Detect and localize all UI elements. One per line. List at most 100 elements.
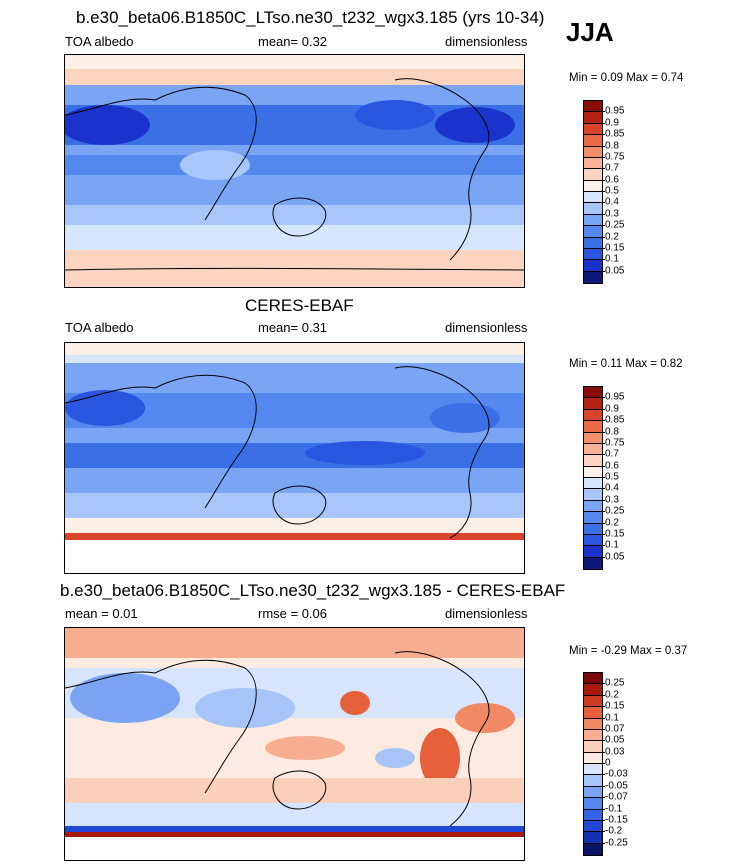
antarctic-nodata: [65, 540, 524, 573]
colorbar-swatch: [584, 673, 602, 685]
colorbar-tick-label: 0.15: [605, 242, 625, 254]
colorbar-swatch: [584, 557, 602, 569]
colorbar-swatch: [584, 271, 602, 283]
colorbar-tick: [601, 808, 605, 810]
south-subtropics-band: [65, 155, 524, 175]
colorbar-swatch: [584, 741, 602, 753]
colorbar-swatch: [584, 387, 602, 399]
southern-storm-band: [65, 225, 524, 250]
colorbar-tick-label: 0.2: [605, 517, 619, 528]
colorbar-swatch: [584, 546, 602, 558]
colorbar-tick: [601, 213, 605, 215]
atlantic-low-albedo: [430, 403, 500, 433]
colorbar-tick: [601, 706, 605, 708]
colorbar-swatch: [584, 146, 602, 158]
colorbar-tick: [601, 408, 605, 410]
colorbar-swatch: [584, 809, 602, 821]
panel3-rmse-label: rmse = 0.06: [258, 606, 328, 621]
colorbar-swatch: [584, 260, 602, 272]
season-label: JJA: [566, 17, 614, 47]
colorbar-tick: [601, 751, 605, 753]
colorbar-tick-label: 0.25: [605, 677, 625, 689]
colorbar-tick-label: -0.25: [605, 837, 628, 849]
colorbar-tick: [601, 122, 605, 124]
colorbar-tick-label: -0.05: [605, 780, 628, 792]
eurasia-africa-coast: [65, 374, 257, 509]
colorbar-tick: [601, 465, 605, 467]
colorbar-tick-label: 0.8: [605, 426, 619, 437]
panel2-variable-label: TOA albedo: [65, 320, 134, 335]
colorbar-tick: [601, 488, 605, 490]
colorbar-tick: [601, 270, 605, 272]
australia-coast: [272, 770, 327, 810]
colorbar-tick: [601, 797, 605, 799]
colorbar-swatch: [584, 101, 602, 113]
colorbar-tick-label: 0.7: [605, 162, 619, 174]
colorbar-tick: [601, 499, 605, 501]
colorbar-tick-label: 0.5: [605, 471, 619, 483]
colorbar-swatch: [584, 112, 602, 124]
arctic-band: [65, 55, 524, 69]
colorbar-swatch: [584, 786, 602, 799]
colorbar-tick: [601, 202, 605, 204]
colorbar-tick: [601, 477, 605, 478]
colorbar-tick: [601, 740, 605, 742]
colorbar-tick-label: 0.6: [605, 174, 619, 186]
panel1-variable-label: TOA albedo: [65, 34, 134, 49]
colorbar-tick: [601, 728, 605, 730]
australia-positive: [265, 736, 345, 760]
colorbar-swatch: [584, 409, 602, 422]
australia-coast: [272, 485, 327, 525]
panel2-map-svg: [65, 343, 524, 573]
colorbar-swatch: [584, 684, 602, 696]
colorbar-tick: [601, 819, 605, 821]
southern-positive-band: [65, 778, 524, 803]
colorbar-tick-label: 0.1: [605, 539, 619, 551]
panel2-map: [64, 342, 525, 574]
colorbar-tick-label: 0.6: [605, 460, 619, 472]
pacific-low-albedo: [305, 441, 425, 465]
colorbar-tick: [601, 145, 605, 147]
colorbar-tick: [601, 179, 605, 181]
australia-coast: [272, 197, 327, 237]
south-pacific-negative: [375, 748, 415, 768]
colorbar-swatch: [584, 695, 602, 708]
colorbar-swatch: [584, 135, 602, 147]
panel1-map-svg: [65, 55, 524, 287]
colorbar-tick-label: 0.1: [605, 253, 619, 265]
colorbar-swatch: [584, 764, 602, 776]
colorbar-tick: [601, 397, 605, 399]
panel3-minmax: Min = -0.29 Max = 0.37: [569, 645, 688, 657]
colorbar-tick: [601, 694, 605, 696]
colorbar-swatch: [584, 729, 602, 742]
colorbar-swatch: [584, 466, 602, 478]
colorbar-tick-label: 0.75: [605, 151, 625, 163]
colorbar-tick-label: 0.05: [605, 734, 625, 746]
southern-negative-band: [65, 803, 524, 828]
atlantic-positive: [455, 703, 515, 733]
colorbar-tick: [601, 191, 605, 192]
colorbar-tick: [601, 763, 605, 764]
colorbar-swatch: [584, 157, 602, 170]
colorbar-tick: [601, 556, 605, 558]
colorbar-tick-label: -0.2: [605, 825, 623, 837]
panel1-mean-label: mean= 0.32: [258, 34, 328, 49]
colorbar-swatch: [584, 443, 602, 456]
colorbar-tick-label: -0.15: [605, 814, 628, 826]
colorbar-swatch: [584, 478, 602, 490]
colorbar-swatch: [584, 421, 602, 433]
colorbar-tick-label: 0.05: [605, 551, 625, 563]
colorbar-swatch: [584, 226, 602, 238]
pacific-positive: [340, 691, 370, 715]
panel3-map-svg: [65, 628, 524, 860]
colorbar-tick-label: 0.8: [605, 140, 619, 151]
panel1-units-label: dimensionless: [445, 34, 528, 49]
panel2-title: CERES-EBAF: [245, 296, 354, 315]
colorbar-tick-label: 0.85: [605, 414, 625, 426]
colorbar-swatch: [584, 820, 602, 833]
colorbar-tick: [601, 511, 605, 513]
colorbar-swatch: [584, 432, 602, 444]
colorbar-tick: [601, 156, 605, 158]
colorbar-swatch: [584, 500, 602, 513]
eurasia-africa-coast: [65, 86, 257, 221]
